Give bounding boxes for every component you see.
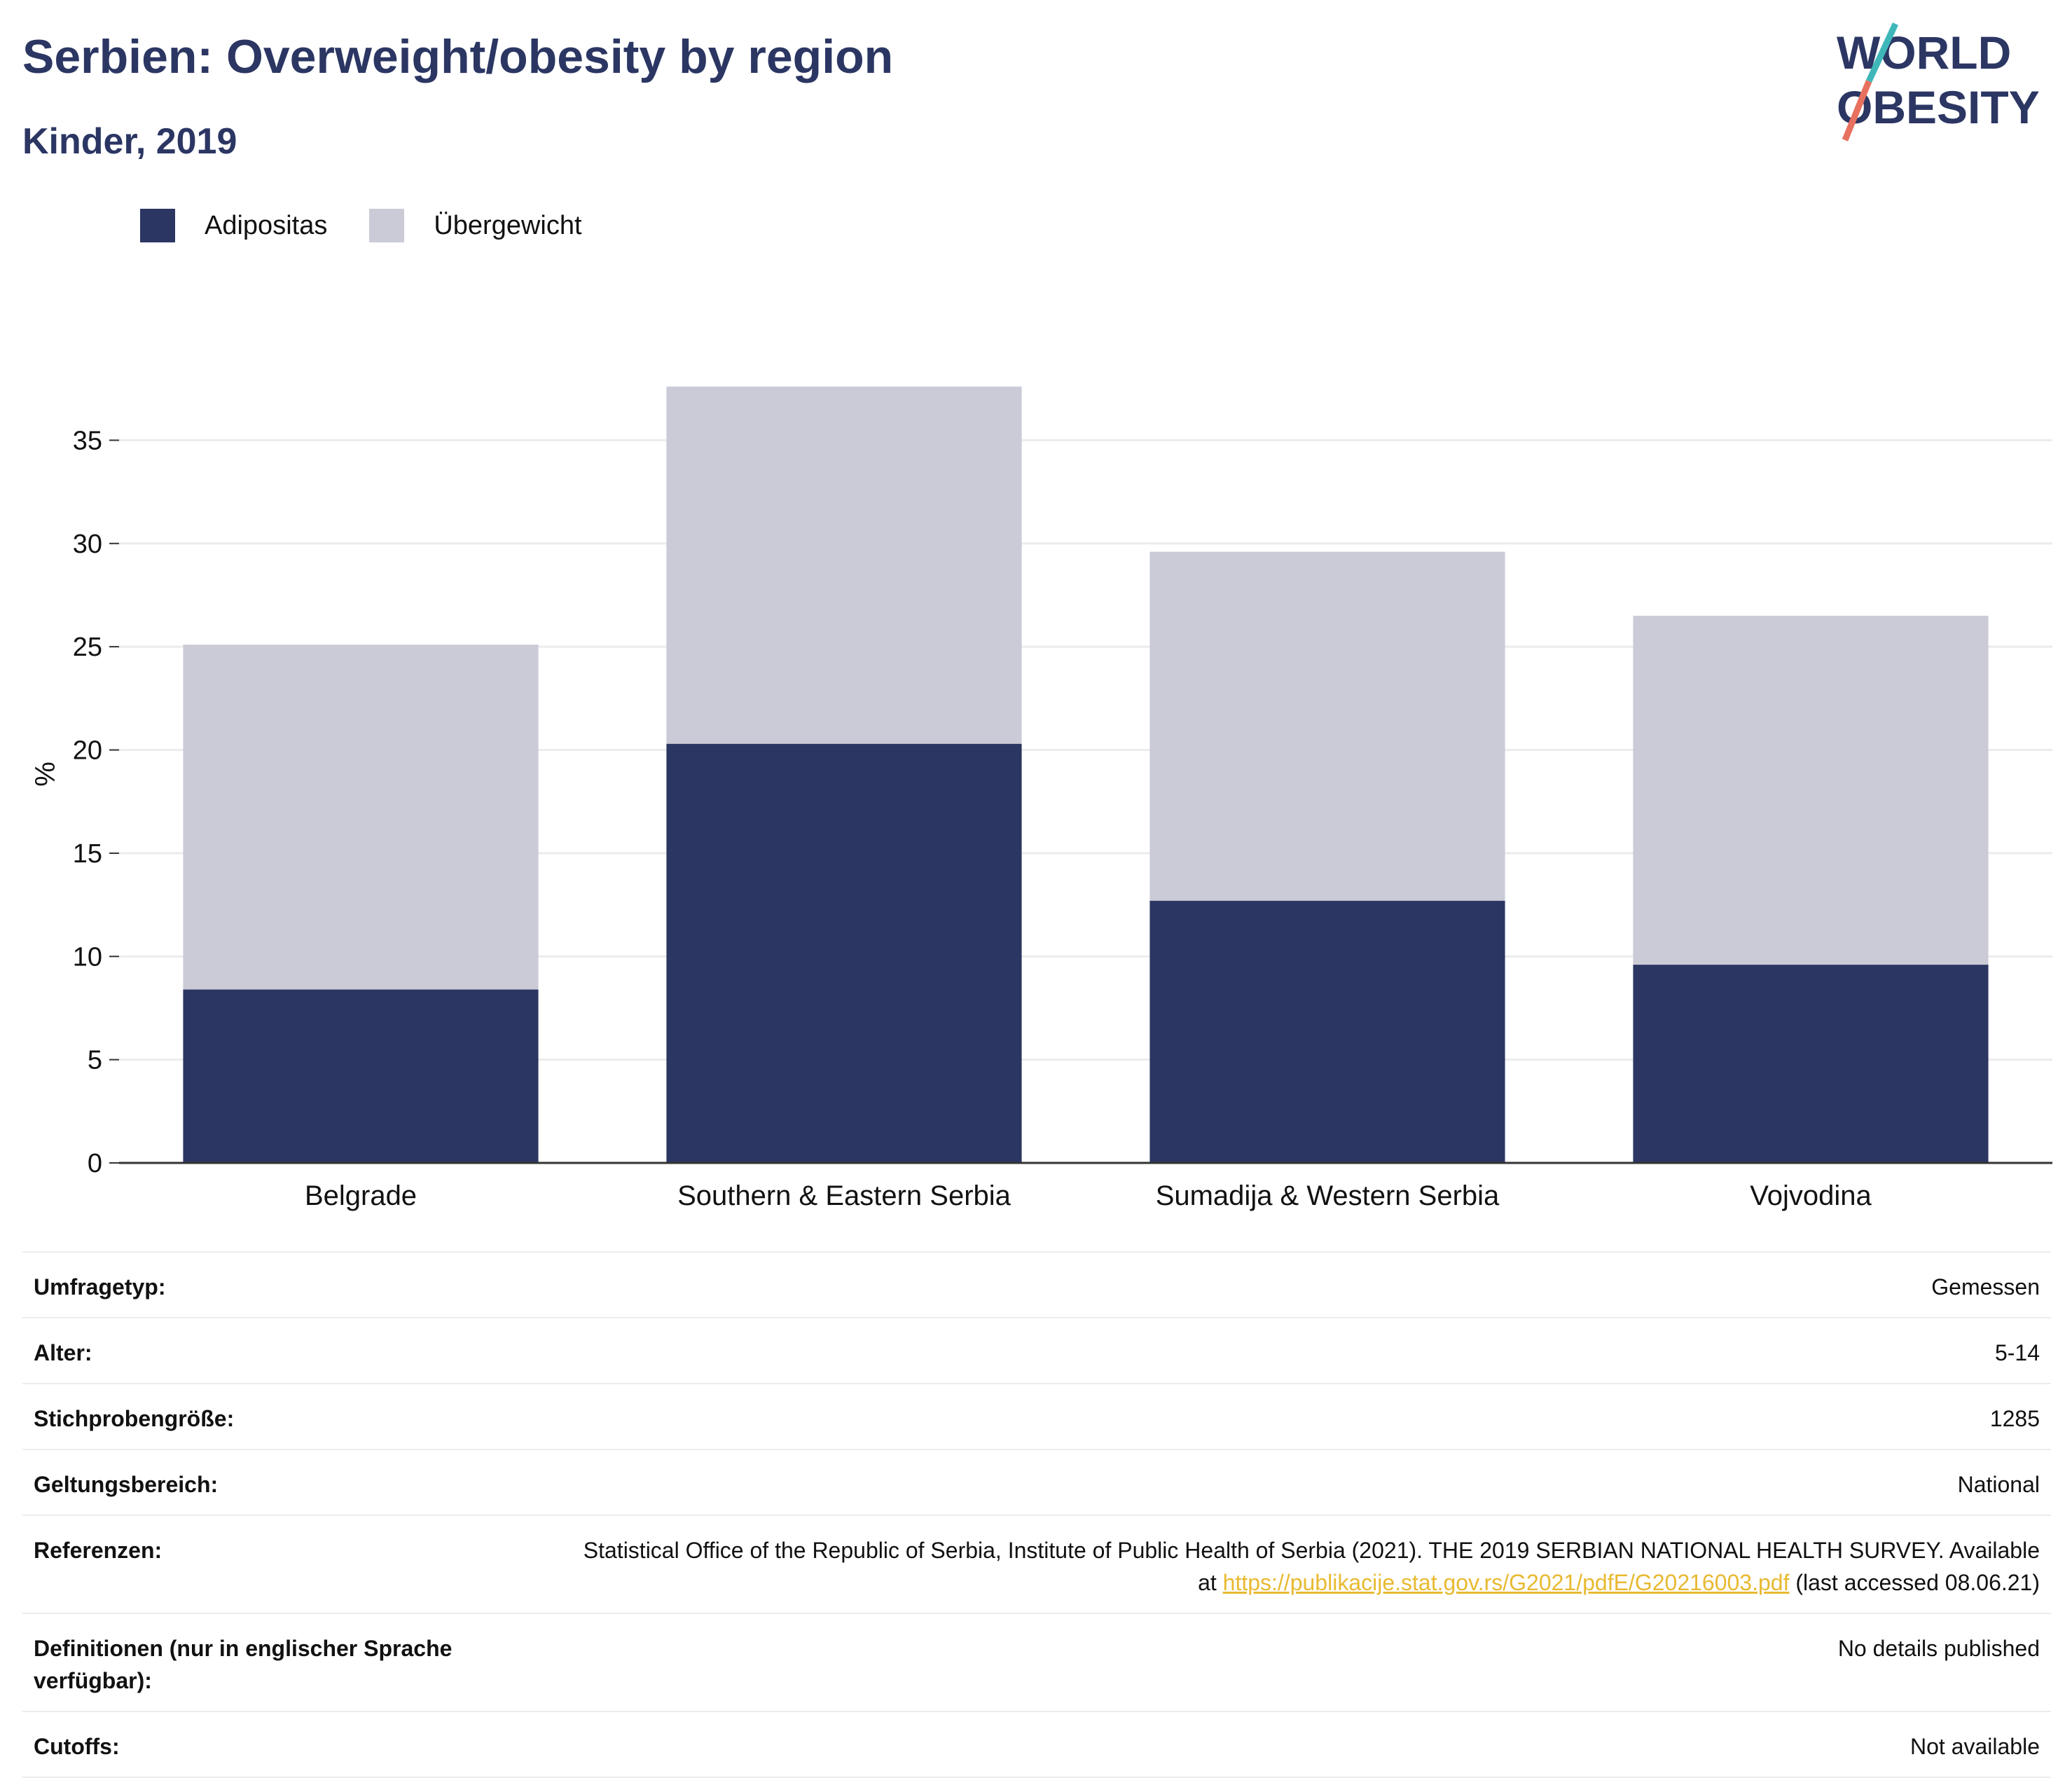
bar-obesity-3 [1633, 965, 1989, 1163]
legend-label-overweight: Übergewicht [434, 210, 582, 240]
logo-line1: WORLD [1837, 27, 2011, 78]
world-obesity-logo: WORLD OBESITY [1837, 22, 2040, 142]
meta-row-sample-size: Stichprobengröße: 1285 [22, 1383, 2051, 1449]
logo-slash-bottom-icon [1842, 80, 1872, 142]
meta-value: National [1957, 1472, 2040, 1497]
meta-label: Stichprobengröße: [34, 1406, 235, 1431]
meta-row-survey-type: Umfragetyp: Gemessen [22, 1251, 2051, 1317]
meta-value: Gemessen [1931, 1274, 2040, 1300]
survey-metadata-table: Umfragetyp: Gemessen Alter: 5-14 Stichpr… [22, 1251, 2051, 1778]
meta-label: Referenzen: [34, 1538, 163, 1563]
y-tick-label: 0 [88, 1149, 102, 1178]
logo-slash-top-icon [1865, 22, 1899, 83]
legend-label-obesity: Adipositas [205, 210, 328, 240]
y-axis-label: % [30, 761, 61, 787]
y-tick-label: 25 [73, 633, 102, 662]
bar-obesity-2 [1149, 900, 1505, 1163]
x-tick-label: Belgrade [305, 1180, 417, 1211]
meta-label: Alter: [34, 1340, 92, 1365]
y-tick-label: 30 [73, 530, 102, 559]
page-subtitle: Kinder, 2019 [22, 121, 237, 162]
logo-line2: OBESITY [1837, 81, 2040, 133]
meta-label: Umfragetyp: [34, 1274, 166, 1300]
bar-overweight-0 [183, 645, 539, 990]
reference-text-after: (last accessed 08.06.21) [1789, 1570, 2040, 1595]
chart-legend: Adipositas Übergewicht [140, 209, 624, 242]
bar-overweight-1 [666, 386, 1022, 744]
page-title: Serbien: Overweight/obesity by region [22, 30, 894, 83]
reference-text: Statistical Office of the Republic of Se… [583, 1538, 2040, 1595]
legend-swatch-obesity [140, 209, 175, 242]
stacked-bar-chart: 0 5 10 15 20 25 30 35% Belgrade Southern & Easter… [30, 386, 2052, 1211]
meta-row-age: Alter: 5-14 [22, 1317, 2051, 1383]
legend-item-obesity: Adipositas [140, 209, 327, 242]
meta-value: No details published [1837, 1636, 2040, 1661]
meta-value: Not available [1910, 1734, 2040, 1759]
x-tick-label: Southern & Eastern Serbia [677, 1180, 1011, 1211]
bar-obesity-1 [666, 743, 1022, 1163]
meta-row-cutoffs: Cutoffs: Not available [22, 1711, 2051, 1778]
meta-row-references: Referenzen: Statistical Office of the Re… [22, 1515, 2051, 1613]
meta-label: Cutoffs: [34, 1734, 120, 1759]
x-tick-label: Vojvodina [1750, 1180, 1872, 1211]
meta-value: 5-14 [1994, 1340, 2040, 1365]
x-tick-label: Sumadija & Western Serbia [1156, 1180, 1500, 1211]
y-tick-label: 20 [73, 736, 102, 766]
y-tick-label: 5 [88, 1046, 102, 1075]
meta-label: Definitionen (nur in englischer Sprache … [34, 1636, 453, 1693]
legend-item-overweight: Übergewicht [369, 209, 582, 242]
meta-row-definitions: Definitionen (nur in englischer Sprache … [22, 1613, 2051, 1711]
meta-row-scope: Geltungsbereich: National [22, 1449, 2051, 1515]
y-tick-label: 10 [73, 942, 102, 972]
meta-label: Geltungsbereich: [34, 1472, 219, 1497]
y-tick-label: 35 [73, 426, 102, 455]
y-tick-label: 15 [73, 839, 102, 869]
bar-overweight-3 [1633, 615, 1989, 965]
bar-obesity-0 [183, 989, 539, 1163]
meta-value: Statistical Office of the Republic of Se… [569, 1534, 2040, 1599]
meta-value: 1285 [1989, 1406, 2040, 1431]
reference-link[interactable]: https://publikacije.stat.gov.rs/G2021/pd… [1222, 1570, 1790, 1595]
legend-swatch-overweight [369, 209, 405, 242]
bar-overweight-2 [1149, 551, 1505, 901]
